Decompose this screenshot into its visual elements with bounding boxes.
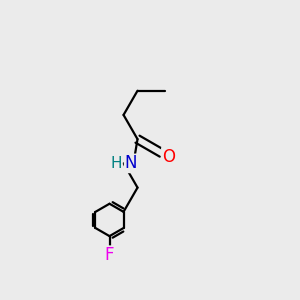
Text: F: F (105, 246, 114, 264)
Text: O: O (162, 148, 175, 166)
Text: H: H (110, 156, 122, 171)
Text: N: N (124, 154, 137, 172)
